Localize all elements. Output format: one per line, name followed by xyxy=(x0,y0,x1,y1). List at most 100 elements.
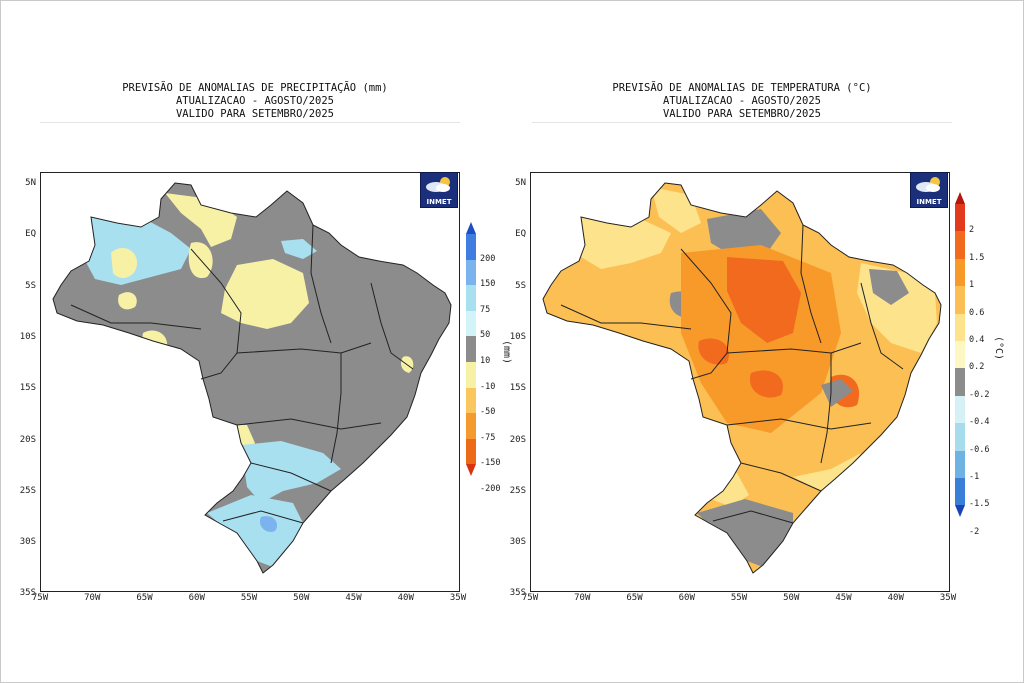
precip-colorbar xyxy=(466,222,476,477)
precip-lon-label-4: 55W xyxy=(240,593,258,603)
temp-warm-central xyxy=(681,245,841,433)
temp-state-border-1 xyxy=(680,248,732,380)
temp-colorbar-tick-11: -2 xyxy=(969,526,980,537)
temp-state-border-9 xyxy=(712,510,794,524)
temp-warm-light-southeast-coast xyxy=(793,453,861,491)
temp-warm-strong-mt xyxy=(698,338,729,365)
precip-colorbar-segment xyxy=(466,285,476,311)
temp-lat-label-3: 10S xyxy=(509,331,526,342)
precip-colorbar-segment xyxy=(466,259,476,286)
precip-state-border-6 xyxy=(236,418,382,430)
precip-colorbar-segment xyxy=(466,413,476,439)
precip-state-border-2 xyxy=(70,304,202,330)
temp-title-rule xyxy=(532,122,952,123)
precip-lat-label-1: EQ xyxy=(25,229,36,240)
temp-colorbar-tick-1: 1.5 xyxy=(969,252,985,263)
precip-wet-south-central xyxy=(241,441,341,503)
precip-state-border-8 xyxy=(250,462,332,492)
temp-lon-label-8: 35W xyxy=(939,593,957,603)
temp-warm-light-northwest xyxy=(579,213,671,269)
precip-map xyxy=(40,172,460,592)
precip-colorbar-tick-4: 10 xyxy=(480,356,491,366)
temp-lon-label-7: 40W xyxy=(887,593,904,603)
temp-lat-label-8: 35S xyxy=(509,588,526,599)
temp-logo-text: INMET xyxy=(916,198,942,206)
temp-lat-label-4: 15S xyxy=(509,383,526,394)
precip-wet-northwest xyxy=(81,213,191,285)
temp-map xyxy=(530,172,950,592)
precip-lat-label-3: 10S xyxy=(19,331,36,342)
temp-title-line-1: PREVISÃO DE ANOMALIAS DE TEMPERATURA (°C… xyxy=(612,82,872,94)
temp-borders xyxy=(542,182,942,574)
temp-state-border-7 xyxy=(860,282,904,370)
temp-colorbar-segment xyxy=(955,423,965,451)
temp-colorbar-tick-3: 0.6 xyxy=(969,307,985,318)
precip-state-border-3 xyxy=(236,342,372,354)
precip-state-border-7 xyxy=(370,282,414,370)
temp-colorbar-tick-10: -1.5 xyxy=(969,499,990,510)
temp-colorbar-tick-2: 1 xyxy=(969,280,975,291)
temp-lon-label-1: 70W xyxy=(574,593,591,603)
temp-warm-strong-go xyxy=(749,370,783,398)
temp-state-border-5 xyxy=(820,353,832,464)
precip-wet-amapa xyxy=(281,239,317,259)
precip-unit-label: (mm) xyxy=(501,340,512,365)
precip-colorbar-tick-3: 50 xyxy=(480,330,491,341)
precip-colorbar-tick-7: -75 xyxy=(480,432,496,443)
precip-anomaly-fields xyxy=(53,183,451,573)
precip-lon-label-1: 70W xyxy=(84,593,101,603)
precip-colorbar-tick-8: -150 xyxy=(480,458,501,469)
temp-lon-label-2: 65W xyxy=(626,593,643,603)
temp-colorbar xyxy=(955,192,965,518)
precip-dry-spot-2 xyxy=(118,292,137,310)
precip-state-border-1 xyxy=(190,248,242,380)
temp-colorbar-segment xyxy=(955,395,965,424)
temp-neutral-mg-spot xyxy=(821,379,853,407)
precip-lon-label-7: 40W xyxy=(397,593,414,603)
temp-lon-label-3: 60W xyxy=(678,593,695,603)
temp-lon-label-5: 50W xyxy=(783,593,800,603)
temp-colorbar-tick-4: 0.4 xyxy=(969,335,985,345)
precip-lat-label-5: 20S xyxy=(19,434,36,445)
temp-cloud-icon xyxy=(916,177,940,192)
temp-state-border-6 xyxy=(726,418,872,430)
temp-lon-label-6: 45W xyxy=(835,593,852,603)
precip-lon-label-2: 65W xyxy=(136,593,153,603)
temp-colorbar-segment xyxy=(955,313,965,341)
precip-title: PREVISÃO DE ANOMALIAS DE PRECIPITAÇÃO (m… xyxy=(40,82,470,121)
precip-map-svg xyxy=(52,182,452,574)
precip-inmet-logo: INMET xyxy=(420,172,458,208)
precip-colorbar-segment xyxy=(466,310,476,337)
precip-lon-label-6: 45W xyxy=(345,593,362,603)
precip-lat-label-4: 15S xyxy=(19,383,36,394)
temp-lon-label-4: 55W xyxy=(730,593,748,603)
temp-lat-label-7: 30S xyxy=(509,537,526,548)
precip-dry-northwest-spot xyxy=(111,248,137,278)
temp-state-border-4 xyxy=(800,224,822,344)
precip-logo-text: INMET xyxy=(426,198,452,206)
temp-colorbar-bottom-arrow xyxy=(955,505,965,518)
temp-warm-strong-para xyxy=(727,257,801,343)
temp-colorbar-segment xyxy=(955,340,965,369)
temp-lat-label-0: 5N xyxy=(515,178,526,188)
temp-colorbar-segment xyxy=(955,204,965,232)
temp-state-border-2 xyxy=(560,304,692,330)
precip-colorbar-segment xyxy=(466,438,476,465)
temp-lat-label-2: 5S xyxy=(515,280,526,291)
temp-unit-label: (°C) xyxy=(993,336,1004,361)
precip-lat-label-8: 35S xyxy=(19,588,36,599)
precip-state-border-5 xyxy=(330,353,342,464)
temp-colorbar-tick-0: 2 xyxy=(969,225,975,236)
temp-colorbar-tick-9: -1 xyxy=(969,472,980,482)
temp-neutral-south xyxy=(697,499,793,567)
temp-inmet-logo: INMET xyxy=(910,172,948,208)
temp-state-border-8 xyxy=(740,462,822,492)
precip-lon-label-3: 60W xyxy=(188,593,205,603)
precip-lat-label-6: 25S xyxy=(19,485,36,496)
precip-borders xyxy=(52,182,452,574)
temp-colorbar-tick-5: 0.2 xyxy=(969,362,985,373)
precip-colorbar-tick-9: -200 xyxy=(480,484,501,494)
temp-neutral-north xyxy=(707,209,781,255)
precip-title-rule xyxy=(40,122,460,123)
precip-lat-label-7: 30S xyxy=(19,537,36,548)
